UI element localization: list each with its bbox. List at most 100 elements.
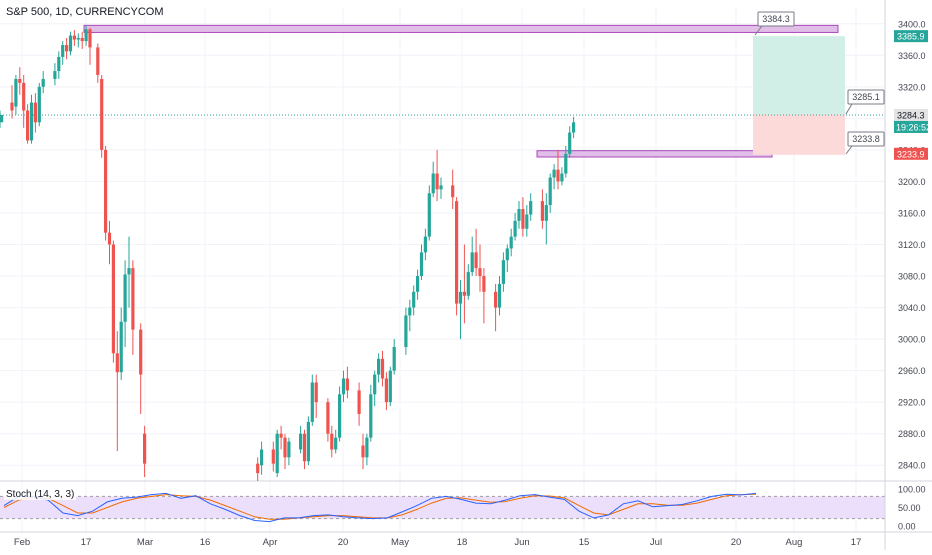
- target-price-tag: 3385.9: [897, 32, 925, 42]
- candle-body: [96, 47, 100, 76]
- callout-label: 3384.3: [762, 14, 790, 24]
- last-price-tag-bg: [894, 108, 928, 121]
- candle-body: [256, 463, 260, 474]
- candle-body: [509, 236, 513, 249]
- candle-body: [107, 232, 112, 245]
- candle-body: [419, 252, 424, 277]
- candle-body: [501, 260, 505, 284]
- candle-body: [377, 358, 381, 375]
- candle-body: [279, 433, 283, 438]
- callout-label: 3233.8: [852, 134, 880, 144]
- candle-body: [306, 421, 310, 462]
- candle-body: [330, 433, 334, 450]
- long-position-tool[interactable]: [0, 36, 885, 155]
- candle-body: [560, 173, 564, 182]
- stochastic-tick-label: 50.00: [898, 503, 921, 513]
- candle-body: [435, 173, 439, 190]
- x-tick-label: 16: [200, 537, 211, 548]
- x-tick-label: 15: [579, 537, 590, 548]
- candle-body: [412, 291, 416, 308]
- x-tick-label: May: [391, 537, 409, 548]
- candle-body: [482, 276, 486, 292]
- candle-body: [478, 268, 482, 277]
- stop-area: [753, 114, 845, 155]
- y-tick-label: 2880.0: [898, 429, 926, 439]
- candle-body: [143, 433, 147, 464]
- candle-body: [310, 382, 314, 422]
- candle-body: [466, 272, 470, 296]
- y-tick-label: 3320.0: [898, 82, 926, 92]
- candle-body: [408, 307, 412, 316]
- candle-body: [568, 132, 572, 154]
- candle-body: [26, 110, 30, 141]
- candle-body: [341, 378, 346, 395]
- candle-body: [18, 78, 22, 83]
- candle-body: [57, 56, 61, 72]
- candle-body: [451, 185, 455, 198]
- candle-body: [361, 445, 365, 458]
- x-tick-label: Aug: [786, 537, 803, 548]
- callout-pointer: [754, 25, 763, 36]
- candle-body: [127, 268, 131, 275]
- callout-box: [757, 11, 795, 27]
- candle-body: [373, 374, 377, 395]
- candle-body: [131, 268, 135, 330]
- candle-body: [345, 378, 349, 391]
- candle-body: [494, 291, 498, 308]
- y-tick-label: 2840.0: [898, 461, 926, 471]
- zone-rect: [83, 24, 839, 33]
- price-callouts: 3384.3 3285.1 3233.8: [754, 11, 885, 155]
- candle-body: [548, 177, 552, 206]
- candle-body: [29, 102, 34, 141]
- candle-body: [115, 353, 119, 373]
- candle-body: [326, 402, 330, 434]
- candle-body: [540, 201, 544, 221]
- candle-body: [416, 276, 420, 292]
- x-tick-label: 20: [338, 537, 349, 548]
- y-tick-label: 2960.0: [898, 366, 926, 376]
- candle-body: [572, 122, 576, 133]
- candle-body: [314, 382, 318, 403]
- candle-body: [544, 205, 548, 221]
- y-tick-label: 2920.0: [898, 398, 926, 408]
- candle-body: [104, 149, 108, 233]
- candle-body: [529, 201, 533, 215]
- candle-body: [462, 291, 466, 296]
- candle-body: [431, 173, 435, 194]
- candle-body: [392, 346, 396, 371]
- target-price-tag-bg: [894, 30, 928, 43]
- candle-body: [357, 390, 361, 414]
- candle-body: [564, 153, 568, 174]
- candle-body: [0, 114, 4, 123]
- candle-body: [33, 102, 37, 123]
- x-tick-label: Mar: [137, 537, 153, 548]
- candle-body: [552, 169, 556, 178]
- candle-body: [123, 274, 127, 322]
- x-tick-label: Feb: [14, 537, 30, 548]
- candle-body: [287, 441, 291, 458]
- candle-body: [556, 169, 560, 182]
- candle-body: [119, 321, 123, 373]
- stochastic-k-line: [3, 492, 757, 523]
- target-area: [753, 36, 845, 115]
- candle-body: [111, 244, 115, 354]
- candle-body: [521, 209, 525, 229]
- stochastic-label: Stoch (14, 3, 3): [4, 489, 77, 500]
- y-tick-label: 3200.0: [898, 177, 926, 187]
- callout-pointer: [845, 103, 853, 115]
- candle-body: [68, 35, 73, 52]
- resistance-zones: [83, 24, 839, 158]
- candle-body: [380, 358, 385, 379]
- candle-body: [439, 185, 443, 190]
- candle-body: [271, 449, 275, 464]
- price-axis-tags: 3385.9 3284.3 3233.9 19:26:52: [894, 30, 931, 160]
- candle-body: [427, 193, 431, 237]
- candle-body: [338, 394, 342, 438]
- candle-body: [423, 236, 427, 253]
- candle-body: [72, 35, 76, 40]
- candle-body: [283, 437, 287, 458]
- candle-body: [275, 433, 279, 474]
